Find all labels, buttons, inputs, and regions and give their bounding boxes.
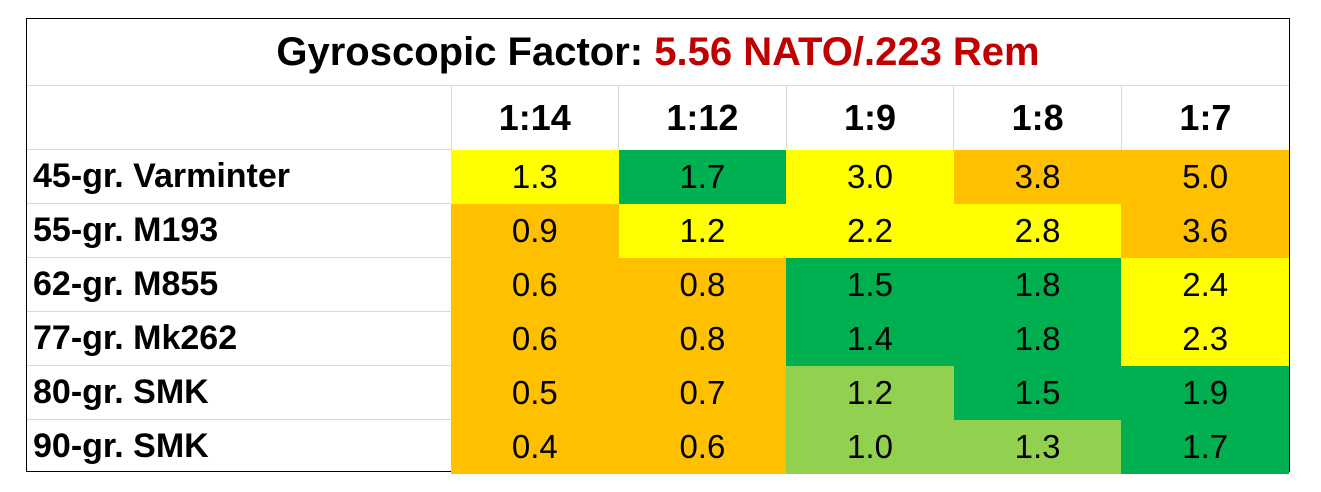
chart-title: Gyroscopic Factor: 5.56 NATO/.223 Rem <box>27 19 1289 85</box>
heatmap-cell: 1.4 <box>786 311 954 366</box>
heatmap-cell: 3.6 <box>1121 203 1289 258</box>
row-label: 77-gr. Mk262 <box>27 311 451 366</box>
heatmap-cell: 0.8 <box>618 311 787 366</box>
heatmap-cell: 1.9 <box>1121 365 1289 420</box>
heatmap-cell: 2.8 <box>953 203 1122 258</box>
heatmap-cell: 1.7 <box>618 149 787 204</box>
heatmap-cell: 2.2 <box>786 203 954 258</box>
heatmap-cell: 0.5 <box>451 365 619 420</box>
heatmap-cell: 0.8 <box>618 257 787 312</box>
corner-cell <box>27 85 451 150</box>
heatmap-cell: 3.0 <box>786 149 954 204</box>
heatmap-cell: 2.4 <box>1121 257 1289 312</box>
row-label: 55-gr. M193 <box>27 203 451 258</box>
heatmap-table-frame: Gyroscopic Factor: 5.56 NATO/.223 Rem 1:… <box>26 18 1290 474</box>
title-text: Gyroscopic Factor: <box>276 29 644 74</box>
header-row: 1:14 1:12 1:9 1:8 1:7 <box>27 85 1289 150</box>
heatmap-cell: 1.0 <box>786 419 954 474</box>
heatmap-cell: 1.7 <box>1121 419 1289 474</box>
column-header: 1:7 <box>1120 85 1289 150</box>
table-row: 80-gr. SMK 0.5 0.7 1.2 1.5 1.9 <box>27 365 1289 420</box>
table-row: 62-gr. M855 0.6 0.8 1.5 1.8 2.4 <box>27 257 1289 312</box>
row-label: 90-gr. SMK <box>27 419 451 474</box>
heatmap-cell: 0.6 <box>451 311 619 366</box>
row-label: 80-gr. SMK <box>27 365 451 420</box>
heatmap-cell: 1.8 <box>953 311 1122 366</box>
gyro-factor-table: 1:14 1:12 1:9 1:8 1:7 45-gr. Varminter 1.… <box>27 85 1289 474</box>
heatmap-cell: 1.3 <box>953 419 1122 474</box>
heatmap-cell: 2.3 <box>1121 311 1289 366</box>
heatmap-cell: 1.3 <box>451 149 619 204</box>
table-row: 77-gr. Mk262 0.6 0.8 1.4 1.8 2.3 <box>27 311 1289 366</box>
heatmap-cell: 1.2 <box>618 203 787 258</box>
table-body: 45-gr. Varminter 1.3 1.7 3.0 3.8 5.0 55-gr. M1… <box>27 149 1289 474</box>
heatmap-cell: 1.2 <box>786 365 954 420</box>
heatmap-cell: 1.5 <box>786 257 954 312</box>
column-header: 1:14 <box>450 85 619 150</box>
heatmap-cell: 0.4 <box>451 419 619 474</box>
column-header: 1:12 <box>618 85 787 150</box>
heatmap-cell: 1.5 <box>953 365 1122 420</box>
row-label: 62-gr. M855 <box>27 257 451 312</box>
row-label: 45-gr. Varminter <box>27 149 451 204</box>
heatmap-cell: 1.8 <box>953 257 1122 312</box>
title-accent-text: 5.56 NATO/.223 Rem <box>654 29 1040 74</box>
table-row: 55-gr. M193 0.9 1.2 2.2 2.8 3.6 <box>27 203 1289 258</box>
column-header: 1:8 <box>953 85 1122 150</box>
heatmap-cell: 3.8 <box>953 149 1122 204</box>
heatmap-cell: 0.7 <box>618 365 787 420</box>
heatmap-cell: 0.9 <box>451 203 619 258</box>
heatmap-cell: 5.0 <box>1121 149 1289 204</box>
heatmap-cell: 0.6 <box>451 257 619 312</box>
table-row: 90-gr. SMK 0.4 0.6 1.0 1.3 1.7 <box>27 419 1289 474</box>
table-row: 45-gr. Varminter 1.3 1.7 3.0 3.8 5.0 <box>27 149 1289 204</box>
heatmap-cell: 0.6 <box>618 419 787 474</box>
column-header: 1:9 <box>785 85 954 150</box>
